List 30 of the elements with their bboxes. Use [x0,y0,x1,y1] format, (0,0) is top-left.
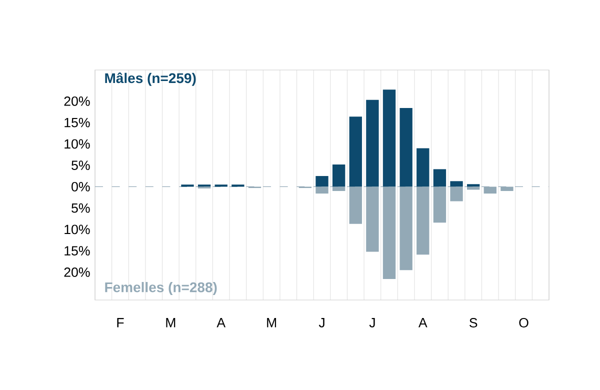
x-tick-label: O [519,318,528,328]
bar [416,148,430,187]
y-tick-label: 5% [72,203,90,213]
x-tick-label: S [469,318,478,328]
x-tick-label: M [267,318,276,328]
y-tick-label: 0% [72,182,90,192]
bar [450,181,463,187]
x-tick-label: J [318,318,324,328]
x-tick-label: M [166,318,176,328]
y-tick-label: 20% [64,267,90,277]
bar [400,108,412,187]
bar [316,176,328,187]
text: Femelles (n=288) [105,282,217,296]
bar [382,90,396,187]
y-tick-label: 15% [64,118,90,128]
x-tick-label: A [418,318,428,328]
bar [467,184,480,187]
x-tick-label: F [117,318,124,328]
y-tick-label: 10% [64,139,90,149]
x-tick-label: J [369,318,375,328]
y-tick-label: 15% [64,246,90,256]
y-tick-label: 20% [64,96,90,106]
bar [366,100,379,187]
y-tick-label: 10% [64,224,90,234]
bar [332,164,346,187]
text: Mâles (n=259) [105,72,196,86]
bar [433,169,446,187]
bar [349,116,362,187]
x-tick-label: A [216,318,226,328]
y-tick-label: 5% [72,160,90,170]
